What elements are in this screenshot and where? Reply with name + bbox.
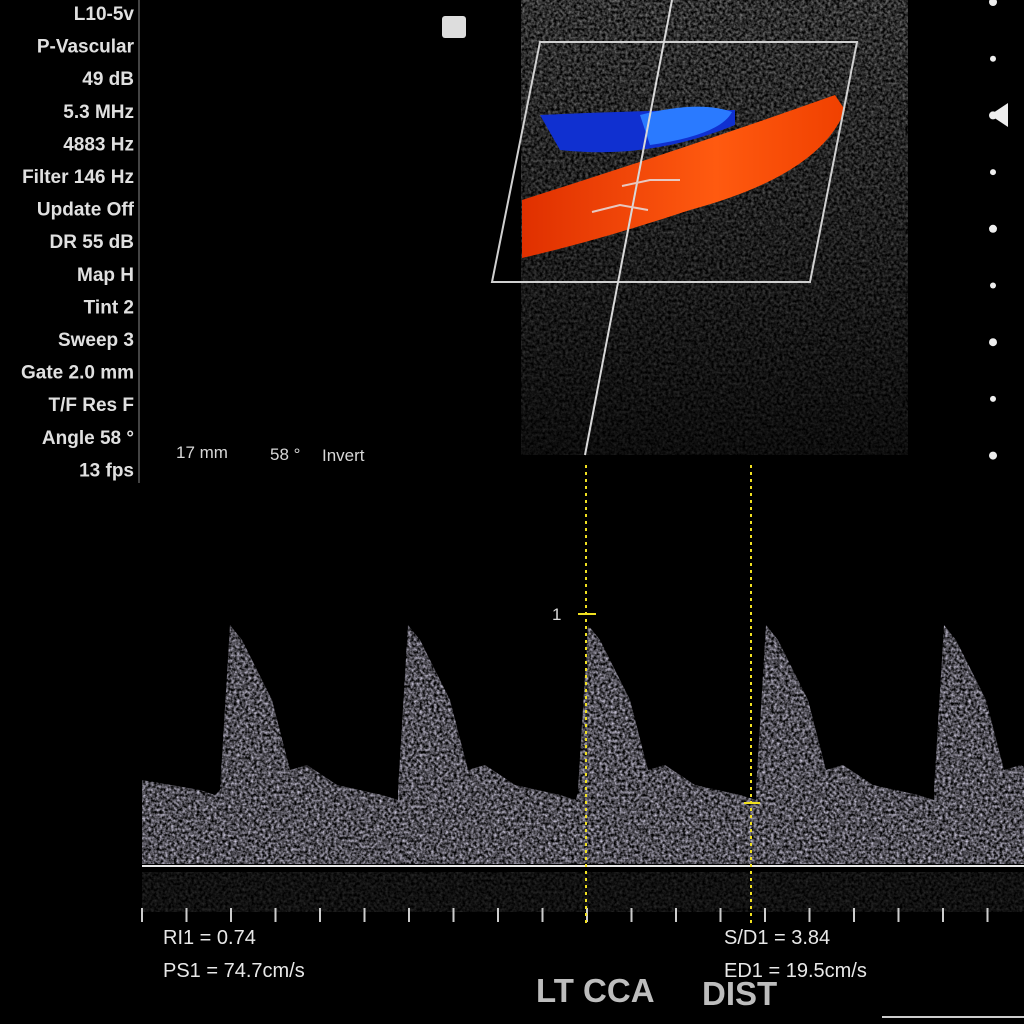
setting: Tint 2 <box>84 297 134 318</box>
sd: S/D1 = 3.84 <box>724 927 830 949</box>
depth-dot <box>989 338 997 347</box>
setting: 49 dB <box>82 69 134 90</box>
setting: Sweep 3 <box>58 330 134 351</box>
setting: Angle 58 ° <box>42 428 134 449</box>
depth-dot <box>989 224 997 233</box>
ri: RI1 = 0.74 <box>163 927 256 949</box>
depth-dot <box>989 451 997 460</box>
artery-flow <box>522 95 845 258</box>
depth-dot <box>990 282 996 289</box>
vessel: LT CCA <box>536 972 655 1009</box>
setting: P-Vascular <box>37 37 135 58</box>
mode: Invert <box>322 446 365 465</box>
spectrum-noise <box>142 872 1024 912</box>
setting: 4883 Hz <box>63 134 134 155</box>
time-ticks <box>141 908 989 922</box>
depth-dot <box>989 0 997 6</box>
depth-dot <box>990 55 996 62</box>
settings-list: L10-5v P-Vascular 49 dB 5.3 MHz 4883 Hz Filte… <box>21 4 135 481</box>
sample-gate <box>591 179 680 213</box>
location: DIST <box>702 975 777 1012</box>
color-box <box>490 41 859 283</box>
depth-dot <box>990 395 996 402</box>
scan-line <box>584 0 673 456</box>
depth: 17 mm <box>176 443 228 462</box>
setting: L10-5v <box>74 4 135 25</box>
depth-markers <box>989 0 997 460</box>
setting: Map H <box>77 265 134 286</box>
doppler-spectrum <box>142 625 1024 864</box>
focus-marker <box>990 103 1008 127</box>
setting: Update Off <box>37 200 135 221</box>
angle: 58 ° <box>270 445 300 464</box>
vein-flow-highlight <box>640 106 732 145</box>
depth-dot <box>990 169 996 176</box>
cursor-label: 1 <box>552 605 561 624</box>
ps: PS1 = 74.7cm/s <box>163 960 305 982</box>
setting: Gate 2.0 mm <box>21 363 134 384</box>
setting: DR 55 dB <box>50 232 134 253</box>
probe-orientation-icon <box>442 16 466 38</box>
setting: 13 fps <box>79 460 134 481</box>
setting: 5.3 MHz <box>63 102 134 123</box>
ed: ED1 = 19.5cm/s <box>724 960 867 982</box>
setting: T/F Res F <box>48 395 134 416</box>
setting: Filter 146 Hz <box>22 167 134 188</box>
